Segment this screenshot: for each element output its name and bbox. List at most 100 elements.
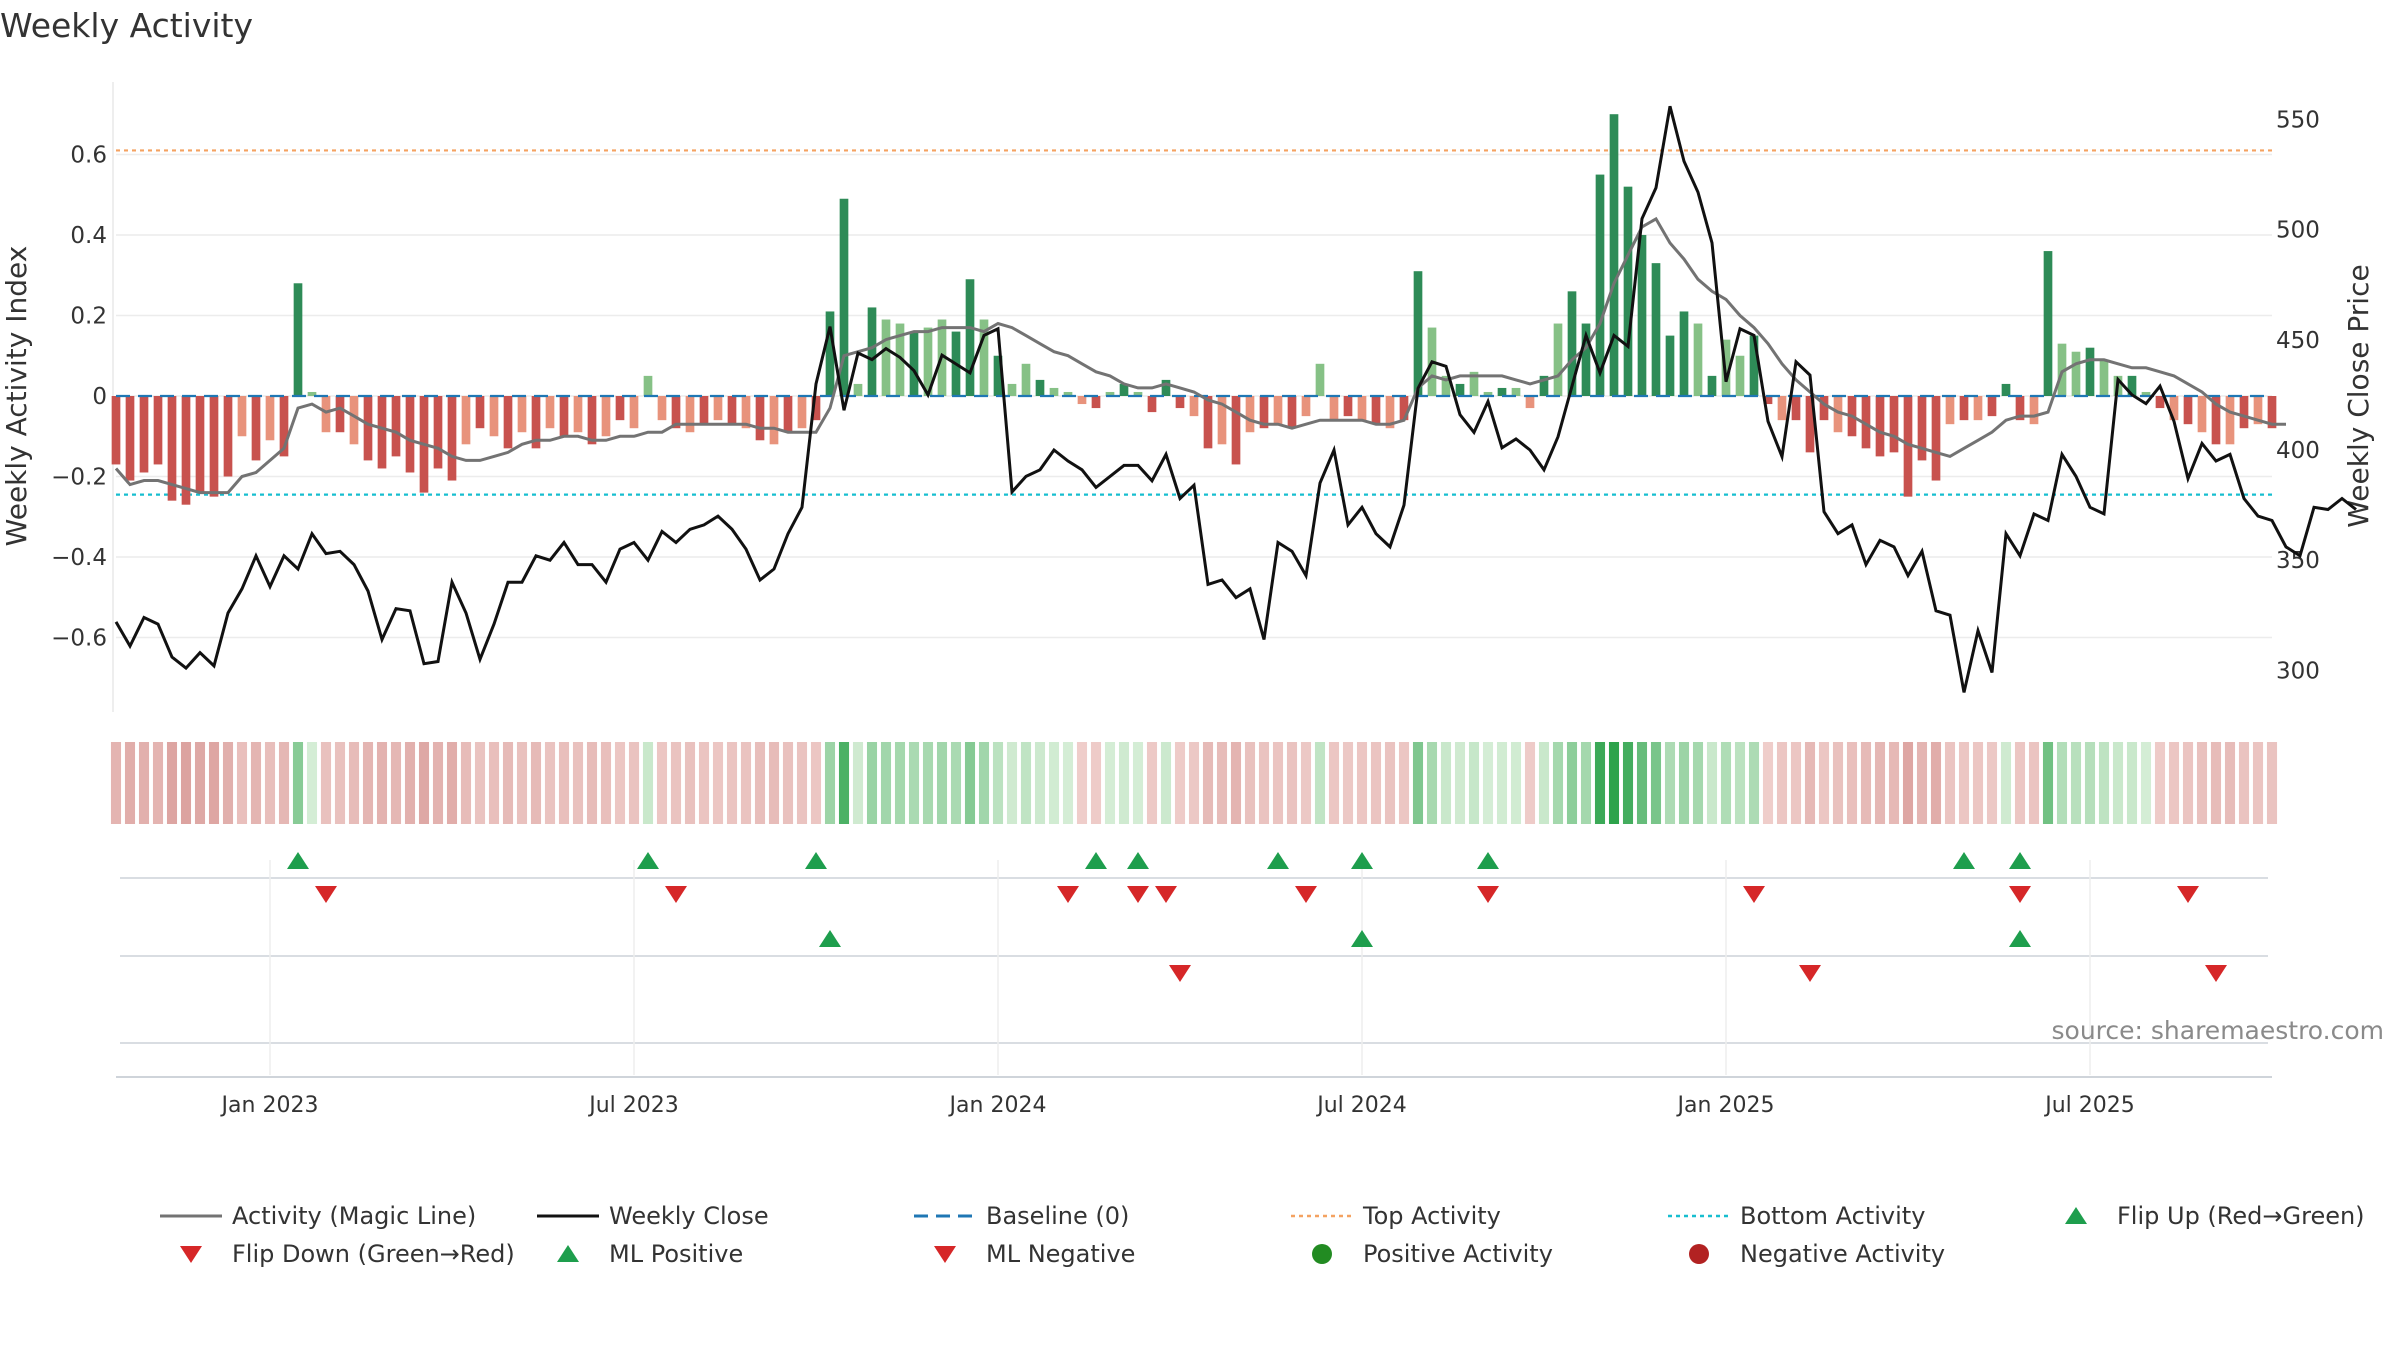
activity-bar <box>1819 396 1829 421</box>
heat-strip-cell <box>362 742 374 824</box>
heat-strip-cell <box>1552 742 1564 824</box>
y-right-tick-label: 450 <box>2276 328 2320 354</box>
activity-bar <box>1133 391 1143 396</box>
heat-strip-cell <box>1972 742 1984 824</box>
legend-label: Weekly Close <box>609 1202 769 1230</box>
activity-bar <box>1105 391 1115 396</box>
heat-strip-cell <box>1790 742 1802 824</box>
source-credit: source: sharemaestro.com <box>2051 1016 2385 1045</box>
heat-strip-cell <box>544 742 556 824</box>
heat-strip-cell <box>390 742 402 824</box>
activity-bar <box>1665 335 1675 396</box>
flip-down-marker <box>2009 886 2031 903</box>
legend-item-ml-positive: ML Positive <box>537 1240 743 1268</box>
heat-strip-cell <box>1524 742 1536 824</box>
activity-bar <box>405 396 415 473</box>
heat-strip-cell <box>2140 742 2152 824</box>
activity-bar <box>1973 396 1983 421</box>
heat-strip-cell <box>292 742 304 824</box>
y-tick-label: −0.4 <box>51 545 107 571</box>
heat-strip-cell <box>250 742 262 824</box>
heat-strip-cell <box>684 742 696 824</box>
triangle-down-icon <box>914 1242 976 1266</box>
activity-bar <box>1385 396 1395 429</box>
activity-bar <box>307 391 317 396</box>
flip-down-marker <box>1295 886 1317 903</box>
activity-bar <box>629 396 639 429</box>
x-tick-label: Jul 2025 <box>2043 1093 2135 1118</box>
heat-strip-cell <box>194 742 206 824</box>
y-tick-label: 0.2 <box>70 303 107 329</box>
activity-bar <box>181 396 191 505</box>
ml-positive-marker <box>819 930 841 947</box>
heat-strip-cell <box>1048 742 1060 824</box>
x-tick-label: Jan 2023 <box>220 1093 319 1118</box>
heat-strip-cell <box>2056 742 2068 824</box>
activity-bar <box>209 396 219 497</box>
activity-bar <box>1119 383 1129 396</box>
heat-strip-cell <box>2112 742 2124 824</box>
heat-strip-cell <box>2210 742 2222 824</box>
activity-bar <box>1217 396 1227 445</box>
activity-bar <box>1203 396 1213 449</box>
activity-bar <box>1161 379 1171 396</box>
activity-bar <box>825 311 835 396</box>
activity-bar <box>2085 347 2095 396</box>
heat-strip-cell <box>2098 742 2110 824</box>
activity-bar <box>2057 343 2067 396</box>
activity-bar <box>2155 396 2165 409</box>
heat-strip-cell <box>1300 742 1312 824</box>
activity-bar <box>2141 391 2151 396</box>
activity-bar <box>2197 396 2207 433</box>
activity-bar <box>881 319 891 396</box>
legend-label: Flip Down (Green→Red) <box>232 1240 515 1268</box>
heat-strip-cell <box>1440 742 1452 824</box>
heat-strip-cell <box>2252 742 2264 824</box>
heat-strip-cell <box>964 742 976 824</box>
heat-strip-cell <box>1888 742 1900 824</box>
heat-strip-cell <box>1468 742 1480 824</box>
heat-strip-cell <box>586 742 598 824</box>
heat-strip-cell <box>1622 742 1634 824</box>
legend-label: Negative Activity <box>1740 1240 1946 1268</box>
activity-bar <box>433 396 443 469</box>
heat-strip-cell <box>1944 742 1956 824</box>
heat-strip-cell <box>1496 742 1508 824</box>
activity-bar <box>1175 396 1185 409</box>
legend-label: ML Negative <box>986 1240 1136 1268</box>
heat-strip-cell <box>446 742 458 824</box>
heat-strip-cell <box>1202 742 1214 824</box>
flip-up-marker <box>637 852 659 869</box>
activity-bar <box>1091 396 1101 409</box>
heat-strip-cell <box>628 742 640 824</box>
heat-strip-cell <box>698 742 710 824</box>
activity-bar <box>1035 379 1045 396</box>
activity-bar <box>1469 371 1479 396</box>
heat-strip-cell <box>320 742 332 824</box>
heat-strip-cell <box>1244 742 1256 824</box>
heat-strip-cell <box>348 742 360 824</box>
triangle-up-icon <box>2045 1204 2107 1228</box>
heat-strip-cell <box>670 742 682 824</box>
heat-strip-cell <box>166 742 178 824</box>
heat-strip-cell <box>1566 742 1578 824</box>
x-tick-label: Jan 2024 <box>948 1093 1047 1118</box>
ml-negative-marker <box>1799 965 1821 982</box>
activity-bar <box>1651 263 1661 396</box>
flip-down-marker <box>315 886 337 903</box>
activity-bar <box>1049 387 1059 396</box>
activity-bar <box>909 331 919 396</box>
activity-bar <box>1875 396 1885 457</box>
y-right-tick-label: 400 <box>2276 438 2320 464</box>
heat-strip-cell <box>124 742 136 824</box>
heat-strip-cell <box>488 742 500 824</box>
activity-bar <box>2071 351 2081 396</box>
activity-bar <box>2169 396 2179 421</box>
y-right-tick-label: 550 <box>2276 107 2320 133</box>
activity-bar <box>587 396 597 445</box>
heat-strip-cell <box>208 742 220 824</box>
activity-bar <box>2211 396 2221 445</box>
weekly-close-series <box>114 105 2357 693</box>
flip-up-marker <box>1267 852 1289 869</box>
